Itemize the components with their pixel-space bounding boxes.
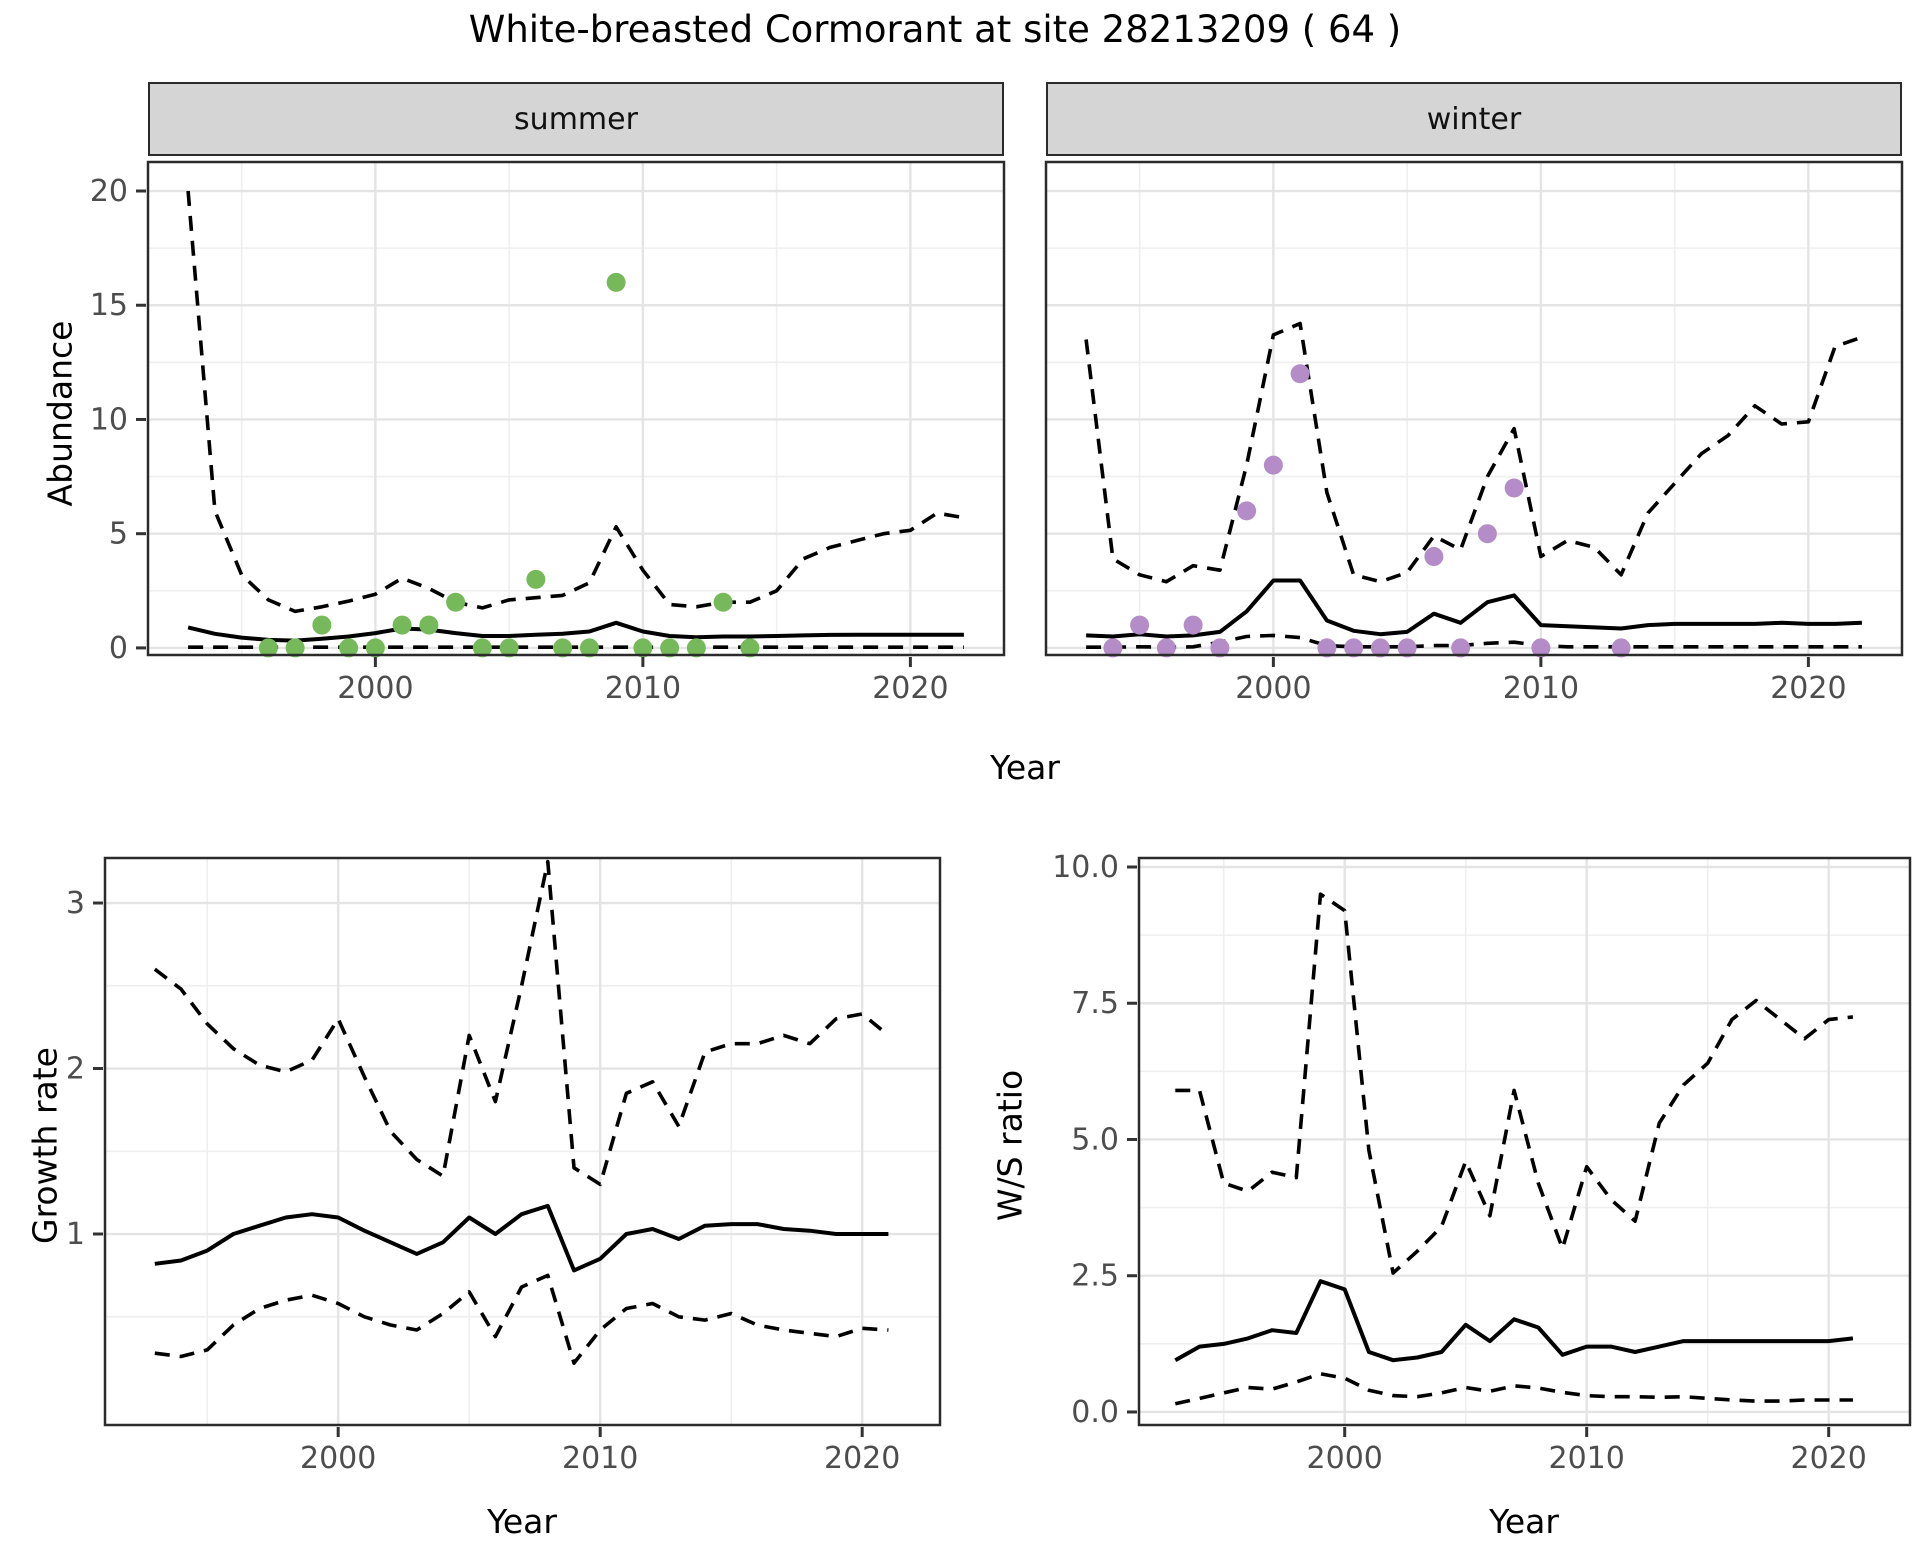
observed-abundance-summer-point: [526, 569, 546, 589]
series-ci-upper-line: [1084, 321, 1863, 584]
observed-abundance-winter-point: [1611, 638, 1631, 658]
observed-abundance-winter-point: [1370, 638, 1390, 658]
observed-abundance-winter-point: [1130, 615, 1150, 635]
panel-border: [103, 856, 942, 1427]
observed-abundance-winter-point: [1477, 524, 1497, 544]
observed-abundance-summer-point: [365, 638, 385, 658]
facet-strip-summer: summer: [148, 82, 1004, 156]
y-tick-label: 3: [66, 886, 85, 921]
observed-abundance-summer-point: [740, 638, 760, 658]
observed-abundance-summer-point: [660, 638, 680, 658]
series-ci-lower-line: [1174, 1372, 1853, 1406]
y-tick-label: 0: [109, 631, 128, 666]
y-tick-label: 1: [66, 1217, 85, 1252]
panel-background: [1046, 162, 1902, 655]
observed-abundance-summer-point: [713, 592, 733, 612]
x-axis-label-year-bottom-left: Year: [487, 1502, 557, 1541]
x-tick-label: 2020: [824, 1441, 900, 1476]
series-ci-lower-line: [154, 1273, 889, 1365]
observed-abundance-summer-point: [392, 615, 412, 635]
series-median-line: [1174, 1279, 1854, 1363]
y-tick-label: 0.0: [1071, 1395, 1119, 1430]
observed-abundance-summer-point: [446, 592, 466, 612]
x-tick-label: 2010: [1549, 1441, 1625, 1476]
x-tick-label: 2010: [1503, 671, 1579, 706]
x-tick-label: 2020: [1770, 671, 1846, 706]
y-tick-label: 10: [90, 402, 128, 437]
observed-abundance-summer-point: [312, 615, 332, 635]
series-ci-upper-line: [153, 859, 890, 1187]
observed-abundance-summer-point: [419, 615, 439, 635]
chart-title: White-breasted Cormorant at site 2821320…: [468, 8, 1402, 51]
observed-abundance-summer-point: [499, 638, 519, 658]
series-median-line: [187, 620, 964, 643]
observed-abundance-summer-point: [579, 638, 599, 658]
observed-abundance-winter-point: [1290, 364, 1310, 384]
x-tick-label: 2000: [1307, 1441, 1383, 1476]
facet-strip-summer-label: summer: [514, 101, 638, 137]
x-tick-label: 2020: [872, 671, 948, 706]
observed-abundance-summer-point: [258, 638, 278, 658]
observed-abundance-summer-point: [606, 272, 626, 292]
observed-abundance-winter-point: [1183, 615, 1203, 635]
observed-abundance-summer-point: [339, 638, 359, 658]
x-tick-label: 2010: [562, 1441, 638, 1476]
observed-abundance-winter-point: [1210, 638, 1230, 658]
panel-border: [1137, 856, 1912, 1427]
y-tick-label: 5: [109, 517, 128, 552]
observed-abundance-summer-point: [285, 638, 305, 658]
panel-background: [148, 162, 1004, 655]
series-ci-upper-line: [186, 190, 965, 614]
observed-abundance-winter-point: [1317, 638, 1337, 658]
x-axis-label-year-top: Year: [990, 748, 1060, 787]
observed-abundance-summer-point: [472, 638, 492, 658]
observed-abundance-winter-point: [1424, 547, 1444, 567]
panel-border: [1044, 160, 1904, 657]
observed-abundance-winter-point: [1103, 638, 1123, 658]
observed-abundance-winter-point: [1531, 638, 1551, 658]
observed-abundance-winter-point: [1237, 501, 1257, 521]
panel-border: [146, 160, 1006, 657]
observed-abundance-summer-point: [633, 638, 653, 658]
x-axis-label-year-bottom-right: Year: [1489, 1502, 1559, 1541]
y-tick-label: 10.0: [1052, 850, 1119, 885]
series-median-line: [154, 1203, 889, 1273]
y-tick-label: 2: [66, 1052, 85, 1087]
x-tick-label: 2000: [300, 1441, 376, 1476]
observed-abundance-summer-point: [686, 638, 706, 658]
y-tick-label: 7.5: [1071, 986, 1119, 1021]
x-tick-label: 2000: [1235, 671, 1311, 706]
facet-strip-winter-label: winter: [1426, 101, 1522, 137]
observed-abundance-winter-point: [1263, 455, 1283, 475]
series-median-line: [1086, 578, 1862, 639]
observed-abundance-winter-point: [1156, 638, 1176, 658]
y-tick-label: 2.5: [1071, 1259, 1119, 1294]
y-tick-label: 5.0: [1071, 1122, 1119, 1157]
series-ci-upper-line: [1175, 892, 1854, 1275]
x-tick-label: 2000: [337, 671, 413, 706]
observed-abundance-winter-point: [1504, 478, 1524, 498]
observed-abundance-summer-point: [553, 638, 573, 658]
x-tick-label: 2010: [605, 671, 681, 706]
facet-strip-winter: winter: [1046, 82, 1902, 156]
y-tick-label: 20: [90, 174, 128, 209]
y-tick-label: 15: [90, 288, 128, 323]
observed-abundance-winter-point: [1397, 638, 1417, 658]
x-tick-label: 2020: [1791, 1441, 1867, 1476]
observed-abundance-winter-point: [1344, 638, 1364, 658]
panel-background: [105, 858, 940, 1425]
observed-abundance-winter-point: [1451, 638, 1471, 658]
